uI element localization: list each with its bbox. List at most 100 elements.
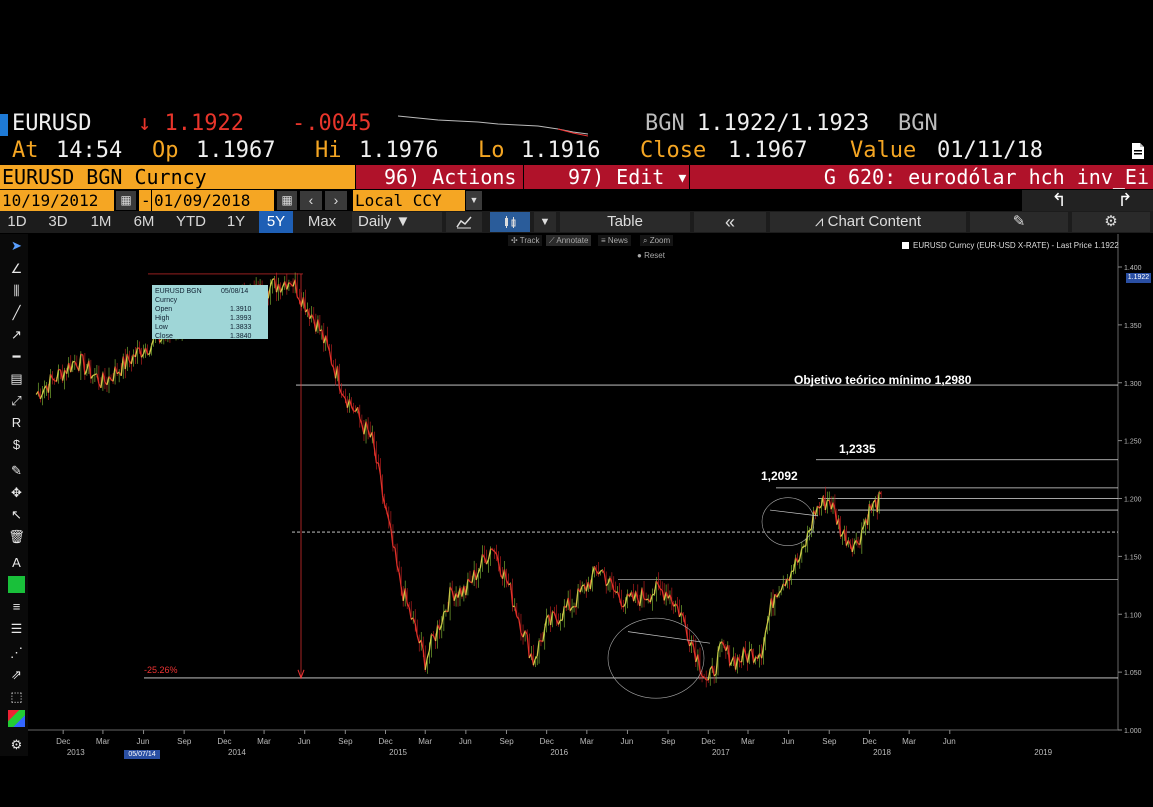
collapse-icon[interactable]: «	[694, 212, 766, 232]
price-segment	[652, 593, 655, 596]
annotate-label: Annotate	[556, 236, 589, 245]
price-segment	[148, 345, 153, 355]
y-tick-label: 1.350	[1124, 323, 1142, 330]
x-tick-label: Mar	[257, 737, 271, 746]
calendar-icon[interactable]: ▦	[116, 191, 136, 210]
move-icon[interactable]: ✥	[11, 485, 22, 500]
edit-note-icon[interactable]: ✎	[970, 212, 1068, 232]
reset-button[interactable]: ● Reset	[634, 250, 668, 261]
line-chart-icon[interactable]	[446, 212, 482, 232]
period-1d[interactable]: 1D	[7, 213, 27, 230]
fibonacci-icon[interactable]: ⫼	[13, 283, 20, 298]
x-tick-label: Jun	[298, 737, 311, 746]
undo-icon[interactable]: ↰	[1051, 190, 1067, 210]
price-segment	[707, 669, 711, 681]
legend-text: EURUSD Curncy (EUR-USD X-RATE) - Last Pr…	[913, 241, 1119, 250]
x-tick-label: Jun	[137, 737, 150, 746]
period-3d[interactable]: 3D	[48, 213, 68, 230]
zoom-button[interactable]: ⌕ Zoom	[640, 235, 674, 246]
color-swatch-icon[interactable]	[8, 576, 25, 593]
price-segment	[408, 607, 412, 620]
actions-menu[interactable]: 96) Actions ▾	[356, 165, 541, 189]
table-button[interactable]: Table	[560, 212, 690, 232]
y-tick-label: 1.000	[1124, 728, 1142, 735]
chart-legend[interactable]: EURUSD Curncy (EUR-USD X-RATE) - Last Pr…	[902, 239, 1119, 253]
price-segment	[772, 594, 776, 609]
track-button[interactable]: ✣ Track	[508, 235, 543, 246]
time-label: At	[12, 138, 39, 163]
line-style-icon[interactable]: ☰	[10, 621, 23, 636]
gear-icon[interactable]: ⚙	[1072, 212, 1150, 232]
date-separator: -	[139, 190, 151, 211]
price-segment	[439, 623, 443, 631]
price-segment	[633, 591, 637, 602]
dotted-line-icon[interactable]: ⋰	[10, 645, 23, 660]
price-range-icon[interactable]: $	[12, 437, 21, 452]
period-ytd[interactable]: YTD	[176, 213, 206, 230]
period-5y[interactable]: 5Y	[259, 211, 293, 233]
price-segment	[273, 278, 278, 293]
graph-title[interactable]: G 620: eurodólar hch inv_Ei	[690, 165, 1153, 189]
price-segment	[144, 347, 149, 355]
arrow-line-icon[interactable]: ⤢	[11, 393, 22, 408]
frequency-select[interactable]: Daily ▼	[352, 212, 442, 232]
calendar-icon[interactable]: ▦	[277, 191, 297, 210]
horizontal-line-icon[interactable]: ━	[12, 349, 21, 364]
trash-icon[interactable]: 🗑	[8, 529, 25, 544]
pointer-icon[interactable]: ➤	[11, 238, 22, 253]
price-segment	[768, 598, 772, 616]
line-icon[interactable]: ╱	[12, 305, 21, 320]
trend-line-icon[interactable]: ∠	[10, 261, 23, 276]
palette-icon[interactable]	[8, 710, 25, 727]
gear-icon[interactable]: ⚙	[10, 737, 23, 752]
chevron-right-icon[interactable]: ›	[325, 191, 347, 210]
end-date-input[interactable]: 01/09/2018	[152, 190, 274, 211]
candlestick-icon[interactable]	[490, 212, 530, 232]
price-segment	[671, 601, 675, 607]
period-max[interactable]: Max	[307, 213, 337, 230]
text-icon[interactable]: A	[12, 555, 21, 570]
price-segment	[359, 418, 363, 425]
ticker-symbol[interactable]: EURUSD	[12, 111, 92, 136]
redo-icon[interactable]: ↱	[1117, 190, 1133, 210]
chevron-down-icon[interactable]: ▼	[466, 191, 482, 210]
price-segment	[542, 628, 546, 642]
annotate-button[interactable]: ⟋ Annotate	[546, 235, 592, 246]
regression-icon[interactable]: R	[11, 415, 22, 430]
line-weight-icon[interactable]: ≡	[12, 599, 21, 614]
currency-select[interactable]: Local CCY	[353, 190, 465, 211]
price-segment	[114, 366, 118, 374]
pdf-export-icon[interactable]	[1130, 142, 1146, 160]
select-arrow-icon[interactable]: ↖	[11, 507, 22, 522]
chevron-down-icon[interactable]: ▼	[534, 212, 556, 232]
price-segment	[406, 603, 410, 608]
tooltip-value: 1.3840	[230, 333, 252, 340]
period-1m[interactable]: 1M	[90, 213, 112, 230]
start-date-input[interactable]: 10/19/2012	[0, 190, 114, 211]
ray-icon[interactable]: ↗	[11, 327, 22, 342]
arrow-style-icon[interactable]: ⇗	[11, 667, 22, 682]
price-segment	[703, 676, 707, 681]
price-segment	[766, 615, 770, 624]
shape-icon[interactable]: ⬚	[10, 689, 23, 704]
period-1y[interactable]: 1Y	[226, 213, 246, 230]
chart-content-button[interactable]: ⩘ Chart Content	[770, 212, 966, 232]
price-segment	[639, 588, 643, 607]
price-segment	[498, 563, 502, 575]
price-segment	[828, 500, 832, 510]
price-segment	[74, 361, 78, 367]
channel-icon[interactable]: ▤	[10, 371, 23, 386]
period-6m[interactable]: 6M	[133, 213, 155, 230]
price-segment	[340, 392, 344, 397]
chevron-left-icon[interactable]: ‹	[300, 191, 322, 210]
price-segment	[818, 505, 822, 509]
price-segment	[457, 587, 461, 598]
tooltip-key: High	[155, 315, 170, 322]
security-field[interactable]: EURUSD BGN Curncy	[0, 165, 355, 189]
edit-menu[interactable]: 97) Edit ▾	[524, 165, 689, 189]
news-button[interactable]: ≡ News	[598, 235, 631, 246]
pencil-icon[interactable]: ✎	[11, 463, 22, 478]
price-segment	[721, 641, 725, 646]
price-segment	[630, 591, 635, 602]
price-segment	[363, 421, 367, 435]
